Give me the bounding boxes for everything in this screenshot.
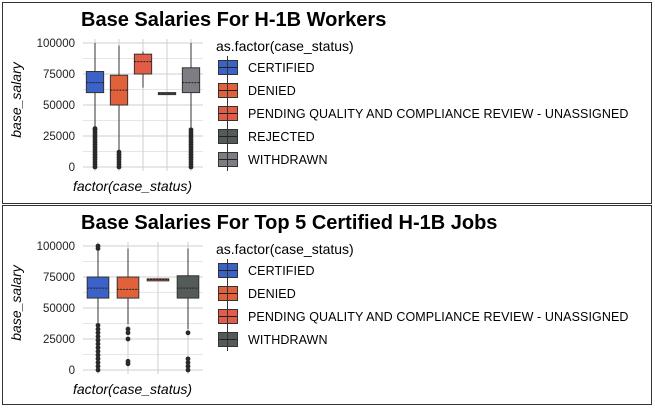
box-iqr (176, 275, 200, 299)
box-pending-quality-and-compliance-review-unassigned (133, 51, 153, 88)
legend-label: CERTIFIED (248, 263, 315, 278)
legend-key-swatch (218, 328, 238, 351)
box-iqr (157, 92, 177, 96)
outlier-point (95, 341, 101, 347)
legend-item: CERTIFIED (216, 259, 629, 282)
legend-label: REJECTED (248, 129, 315, 144)
legend-label: DENIED (248, 83, 296, 98)
box-rejected (157, 92, 177, 96)
legend-label: WITHDRAWN (248, 152, 328, 167)
outlier-point (125, 330, 131, 336)
y-tick-label: 100000 (37, 38, 75, 50)
legend-label: PENDING QUALITY AND COMPLIANCE REVIEW - … (248, 106, 629, 121)
outlier-point (185, 363, 191, 369)
chart-title: Base Salaries For Top 5 Certified H-1B J… (81, 212, 498, 234)
outlier-point (95, 337, 101, 343)
legend-label: DENIED (248, 286, 296, 301)
legend-title: as.factor(case_status) (216, 241, 354, 257)
box-iqr (181, 67, 201, 94)
legend-label: CERTIFIED (248, 60, 315, 75)
legend-item: WITHDRAWN (216, 148, 629, 171)
x-axis-label: factor(case_status) (73, 381, 193, 397)
outlier-point (95, 367, 101, 373)
outlier-point (188, 127, 194, 133)
boxplot-area: 0 25000 50000 75000 100000 (37, 38, 203, 174)
legend-item: REJECTED (216, 125, 629, 148)
legend-key-swatch (218, 125, 238, 148)
outlier-point (95, 322, 101, 328)
y-tick-label: 0 (69, 162, 75, 174)
box-iqr (116, 276, 140, 299)
legend-label: WITHDRAWN (248, 332, 328, 347)
legend: as.factor(case_status) CERTIFIED DENIED PE… (216, 241, 629, 351)
box-denied (116, 248, 140, 367)
boxplot-area: 0 25000 50000 75000 100000 (37, 241, 203, 377)
box-iqr (109, 74, 129, 106)
y-tick-label: 25000 (43, 334, 75, 346)
legend-title: as.factor(case_status) (216, 38, 354, 54)
legend-key-swatch (218, 282, 238, 305)
outlier-point (185, 367, 191, 373)
outlier-point (95, 326, 101, 332)
outlier-point (95, 334, 101, 339)
legend-item: WITHDRAWN (216, 328, 629, 351)
box-iqr (86, 276, 110, 299)
outlier-point (95, 360, 101, 365)
outlier-point (95, 345, 101, 351)
legend-key-swatch (218, 56, 238, 79)
chart-title: Base Salaries For H-1B Workers (81, 9, 387, 31)
outlier-point (95, 243, 101, 249)
legend-key-swatch (218, 102, 238, 125)
box-withdrawn (181, 43, 201, 170)
outlier-point (95, 349, 101, 354)
chart-panel-top: Base Salaries For H-1B Workers base_sala… (2, 2, 652, 204)
legend-item: CERTIFIED (216, 56, 629, 79)
outlier-point (185, 356, 191, 362)
outlier-point (125, 358, 131, 364)
box-pending-quality-and-compliance-review-unassigned (146, 278, 170, 282)
legend-key-swatch (218, 259, 238, 282)
outlier-point (185, 360, 191, 365)
box-denied (109, 45, 129, 170)
legend-key-swatch (218, 79, 238, 102)
box-withdrawn (176, 248, 200, 373)
outlier-point (185, 330, 191, 336)
legend-label: PENDING QUALITY AND COMPLIANCE REVIEW - … (248, 309, 629, 324)
y-tick-label: 75000 (43, 69, 75, 81)
legend-key-swatch (218, 148, 238, 171)
y-tick-label: 75000 (43, 272, 75, 284)
legend-item: DENIED (216, 79, 629, 102)
outlier-point (125, 326, 131, 332)
outlier-point (116, 149, 122, 155)
x-axis-label: factor(case_status) (73, 178, 193, 194)
box-iqr (85, 71, 105, 94)
y-tick-label: 50000 (43, 100, 75, 112)
y-tick-label: 50000 (43, 303, 75, 315)
legend-item: PENDING QUALITY AND COMPLIANCE REVIEW - … (216, 102, 629, 125)
outlier-point (95, 356, 101, 362)
outlier-point (95, 352, 101, 358)
box-certified (86, 243, 110, 373)
y-tick-label: 100000 (37, 241, 75, 253)
outlier-point (92, 126, 98, 131)
legend-item: DENIED (216, 282, 629, 305)
outlier-point (95, 330, 101, 336)
outlier-point (95, 363, 101, 369)
chart-panel-bottom: Base Salaries For Top 5 Certified H-1B J… (2, 205, 652, 405)
legend: as.factor(case_status) CERTIFIED DENIED PE… (216, 38, 629, 171)
box-iqr (133, 53, 153, 75)
legend-key-swatch (218, 305, 238, 328)
y-tick-label: 0 (69, 365, 75, 377)
box-certified (85, 43, 105, 170)
y-tick-label: 25000 (43, 131, 75, 143)
outlier-point (125, 336, 131, 342)
legend-item: PENDING QUALITY AND COMPLIANCE REVIEW - … (216, 305, 629, 328)
